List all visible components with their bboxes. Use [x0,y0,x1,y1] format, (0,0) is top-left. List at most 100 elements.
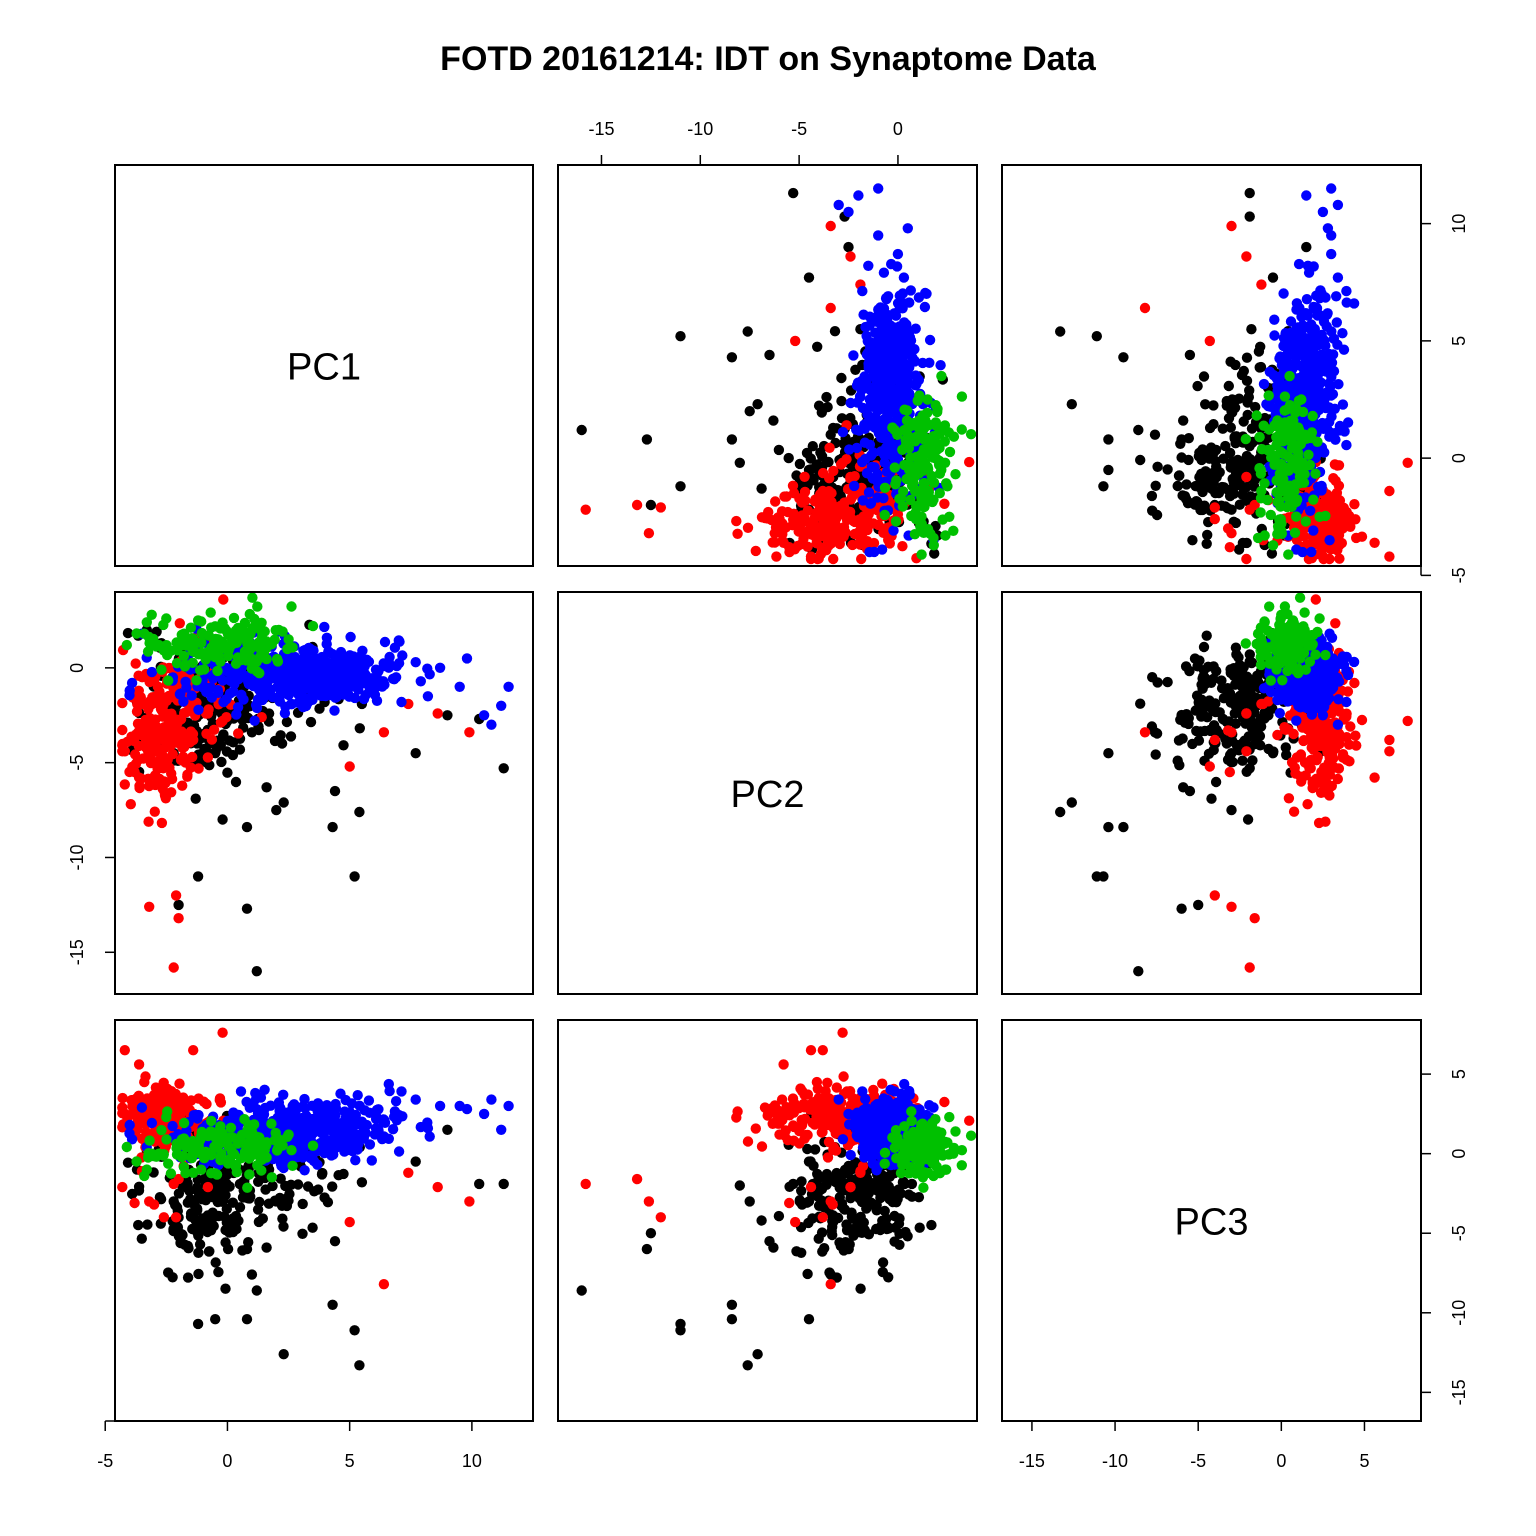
point-group-3 [1309,303,1320,314]
point-group-4 [1251,410,1262,421]
point-group-2 [1283,793,1295,804]
point-group-1 [1268,746,1279,757]
point-group-2 [156,705,167,716]
point-group-3 [892,248,904,260]
point-group-4 [948,525,959,536]
point-group-2 [344,761,355,772]
point-group-2 [464,1196,475,1207]
point-group-4 [141,617,152,628]
point-group-2 [830,520,841,531]
point-group-1 [218,729,229,740]
point-group-4 [1310,468,1321,479]
point-group-1 [1301,241,1312,253]
point-group-1 [193,1247,204,1259]
point-group-2 [845,251,856,262]
point-group-3 [904,332,916,343]
point-group-4 [156,664,167,675]
point-group-3 [331,691,343,702]
point-group-2 [1249,913,1260,924]
point-group-3 [1309,676,1320,687]
point-group-2 [805,526,816,538]
point-group-3 [1308,261,1319,272]
point-group-3 [833,199,844,211]
point-group-2 [162,1083,173,1095]
point-group-1 [190,793,201,804]
point-group-4 [1320,649,1331,661]
point-group-1 [1133,424,1144,436]
point-group-1 [251,1285,262,1296]
point-group-2 [1209,734,1221,746]
point-group-3 [1317,206,1329,218]
point-group-3 [869,394,880,406]
point-group-3 [892,415,903,426]
point-group-3 [136,1102,148,1113]
point-group-4 [934,468,946,479]
point-group-4 [1265,675,1277,686]
point-group-1 [474,1178,485,1190]
point-group-3 [1282,348,1293,359]
point-group-1 [742,326,753,337]
point-group-3 [1297,343,1309,354]
point-group-3 [878,493,889,504]
point-group-2 [821,516,832,528]
point-group-2 [1209,502,1221,513]
point-group-1 [1237,755,1248,766]
point-group-2 [143,816,154,827]
point-group-4 [1289,527,1301,538]
point-group-3 [917,357,928,369]
point-group-4 [936,370,947,382]
point-group-2 [119,779,130,790]
point-group-1 [271,804,282,816]
point-group-1 [410,748,421,759]
point-group-2 [840,527,851,538]
point-group-2 [897,541,908,552]
point-group-1 [280,1180,291,1192]
point-group-2 [847,539,858,551]
point-group-3 [250,699,262,711]
point-group-2 [208,724,220,735]
point-group-1 [1253,346,1265,357]
point-group-3 [307,672,318,683]
point-group-3 [1338,659,1350,671]
point-group-2 [750,545,761,557]
point-group-1 [1230,395,1241,406]
point-group-1 [1242,409,1253,421]
point-group-1 [193,1268,204,1280]
point-group-2 [140,1071,151,1082]
point-group-4 [908,477,919,488]
point-group-1 [327,1181,338,1192]
point-group-3 [921,288,932,299]
point-group-3 [862,347,874,359]
point-group-3 [880,293,892,304]
point-group-3 [872,349,883,360]
point-group-3 [1341,696,1352,708]
point-group-4 [1279,601,1291,612]
point-group-2 [1343,510,1355,521]
point-group-2 [344,1216,355,1228]
point-group-3 [1332,199,1344,211]
point-group-3 [369,689,381,700]
point-group-1 [1175,714,1186,725]
point-group-1 [142,1219,153,1230]
point-group-3 [415,676,426,687]
point-group-3 [844,444,855,455]
point-group-1 [297,1228,308,1240]
point-group-2 [144,712,155,724]
point-group-1 [253,1216,265,1228]
point-group-4 [889,462,900,473]
point-group-4 [236,625,248,636]
point-group-1 [773,444,785,456]
point-group-3 [865,337,877,348]
point-group-4 [879,482,891,493]
point-group-2 [177,780,188,791]
point-group-3 [1341,439,1352,451]
point-group-1 [192,871,204,882]
point-group-2 [1402,457,1413,468]
point-group-1 [641,434,653,445]
point-group-1 [277,1213,288,1224]
point-group-1 [1223,413,1235,424]
point-group-3 [1313,447,1325,458]
point-group-1 [1280,742,1292,753]
point-group-3 [857,402,869,414]
point-group-1 [764,349,775,361]
